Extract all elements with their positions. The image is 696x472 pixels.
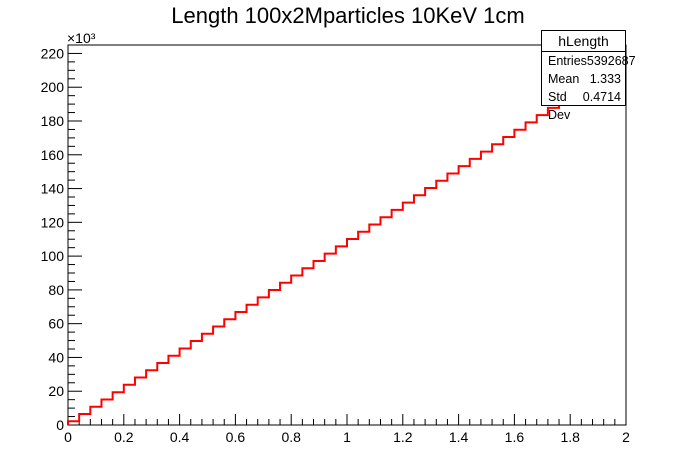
x-tick-label: 1.6 (505, 429, 525, 445)
x-tick-label: 1.4 (449, 429, 469, 445)
x-tick-label: 0.2 (114, 429, 134, 445)
y-tick-label: 20 (48, 383, 64, 399)
x-tick-label: 2 (622, 429, 630, 445)
histogram-step-line (67, 63, 626, 425)
stats-value: 0.4714 (582, 90, 621, 104)
y-tick-label: 60 (48, 316, 64, 332)
y-tick-label: 140 (41, 181, 65, 197)
x-tick-label: 0.4 (170, 429, 190, 445)
y-tick-label: 160 (41, 147, 65, 163)
stats-box: hLength Entries 5392687 Mean 1.333 Std D… (541, 30, 636, 122)
x-axis: 0 0.2 0.4 0.6 0.8 1 1.2 1.4 1.6 1.8 2 (64, 414, 630, 445)
y-tick-label: 0 (56, 417, 64, 433)
stats-value: 1.333 (589, 72, 621, 86)
stats-title: hLength (542, 31, 625, 52)
y-tick-label: 40 (48, 349, 64, 365)
x-tick-label: 0.6 (226, 429, 246, 445)
x-tick-label: 0 (64, 429, 72, 445)
stats-row-stddev: Std Dev 0.4714 (542, 88, 625, 122)
stats-label: Mean (548, 72, 580, 86)
y-axis: 0 20 40 60 80 100 120 140 160 180 200 220 (41, 44, 82, 433)
chart-title: Length 100x2Mparticles 10KeV 1cm (171, 3, 525, 28)
stats-row-mean: Mean 1.333 (542, 70, 625, 88)
x-tick-label: 1.2 (393, 429, 413, 445)
stats-row-entries: Entries 5392687 (542, 52, 636, 70)
x-tick-label: 1.8 (560, 429, 580, 445)
y-tick-label: 220 (41, 45, 65, 61)
stats-label: Entries (548, 54, 587, 68)
x-tick-label: 1 (343, 429, 351, 445)
x-tick-label: 0.8 (281, 429, 301, 445)
y-tick-label: 100 (41, 248, 65, 264)
y-tick-label: 120 (41, 214, 65, 230)
y-tick-label: 200 (41, 79, 65, 95)
y-tick-label: 80 (48, 282, 64, 298)
stats-label: Std Dev (548, 90, 571, 122)
y-multiplier-label: ×10³ (67, 30, 96, 46)
y-tick-label: 180 (41, 113, 65, 129)
stats-value: 5392687 (586, 54, 636, 68)
